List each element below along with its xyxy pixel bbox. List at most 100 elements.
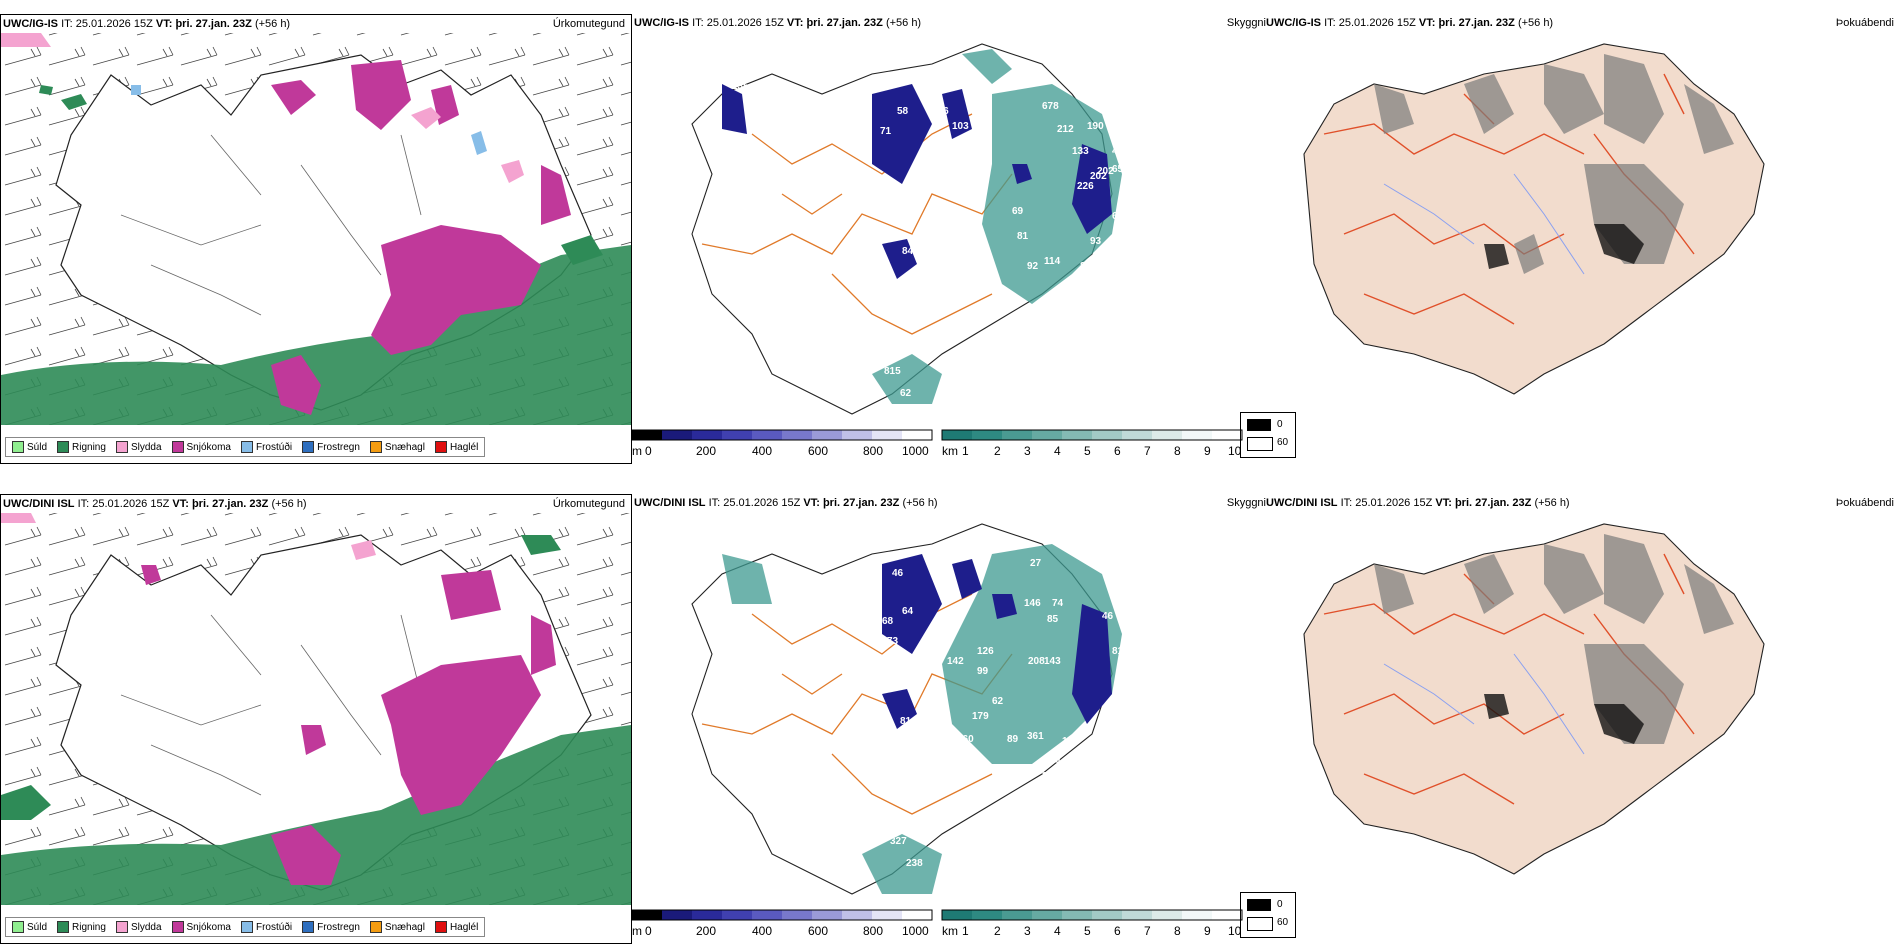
tick-label: 1: [962, 444, 969, 458]
svg-text:202: 202: [1097, 166, 1114, 177]
precip-legend: Súld Rigning Slydda Snjókoma Frostúði Fr…: [5, 917, 486, 937]
colorbars: m 0 200 400 600 800 1000 km 1 2 3 4 5 6 …: [631, 908, 1252, 942]
legend-item: Slydda: [115, 441, 162, 453]
tick-label: 800: [863, 444, 884, 458]
panel-title: Úrkomutegund: [552, 498, 625, 510]
legend-item: Súld: [12, 921, 47, 933]
legend-item: Frostregn: [302, 921, 360, 933]
legend-item: Frostúði: [240, 921, 292, 933]
panel-title: Skyggni: [1226, 497, 1266, 509]
fog-legend-label: 60: [1277, 437, 1289, 448]
svg-text:103: 103: [952, 121, 969, 132]
legend-item: Súld: [12, 441, 47, 453]
svg-text:89: 89: [1007, 734, 1019, 745]
tick-label: 1: [962, 924, 969, 938]
tick-label: 6: [1114, 924, 1121, 938]
fog-map: [1303, 523, 1765, 875]
tick-label: 600: [808, 444, 829, 458]
tick-label: 5: [1084, 924, 1091, 938]
tick-label: 800: [863, 924, 884, 938]
svg-text:146: 146: [932, 106, 949, 117]
precip-map: [1, 33, 631, 425]
svg-text:85: 85: [932, 636, 944, 647]
svg-text:46: 46: [1112, 146, 1124, 157]
tick-label: 7: [1144, 924, 1151, 938]
precip-panel-row2: UWC/DINI ISL IT: 25.01.2026 15Z VT: þri.…: [0, 494, 632, 944]
fog-panel-row2: UWC/DINI ISL IT: 25.01.2026 15Z VT: þri.…: [1264, 494, 1900, 944]
svg-text:46: 46: [1102, 611, 1114, 622]
tick-label: 600: [808, 924, 829, 938]
fog-legend-label: 0: [1277, 419, 1283, 430]
panel-title: Úrkomutegund: [552, 18, 625, 30]
tick-label: 1000: [902, 444, 929, 458]
tick-label: 9: [1204, 444, 1211, 458]
tick-label: 2: [994, 924, 1001, 938]
panel-header: UWC/DINI ISL IT: 25.01.2026 15Z VT: þri.…: [634, 497, 938, 509]
svg-text:74: 74: [1052, 598, 1064, 609]
svg-text:71: 71: [880, 126, 892, 137]
svg-text:85: 85: [1112, 241, 1124, 252]
svg-text:62: 62: [992, 696, 1004, 707]
svg-text:238: 238: [906, 858, 923, 869]
legend-item: Slydda: [115, 921, 162, 933]
fog-map: [1303, 43, 1765, 395]
svg-text:202: 202: [1090, 171, 1107, 182]
svg-text:126: 126: [977, 646, 994, 657]
svg-text:86: 86: [1080, 261, 1092, 272]
tick-label: 9: [1204, 924, 1211, 938]
panel-title: Skyggni: [1226, 17, 1266, 29]
svg-text:114: 114: [1044, 256, 1061, 267]
legend-item: Rigning: [57, 921, 106, 933]
svg-text:815: 815: [884, 366, 901, 377]
cloud-panel-row1: UWC/IG-IS IT: 25.01.2026 15Z VT: þri. 27…: [631, 14, 1296, 464]
svg-text:67: 67: [1112, 211, 1124, 222]
panel-header: UWC/IG-IS IT: 25.01.2026 15Z VT: þri. 27…: [3, 18, 291, 30]
svg-text:46: 46: [892, 568, 904, 579]
svg-text:133: 133: [1072, 146, 1089, 157]
svg-text:226: 226: [1077, 181, 1094, 192]
precip-panel-row1: UWC/IG-IS IT: 25.01.2026 15Z VT: þri. 27…: [0, 14, 632, 464]
fog-legend: 0 60: [1240, 892, 1296, 938]
tick-label: 4: [1054, 924, 1061, 938]
panel-header: UWC/IG-IS IT: 25.01.2026 15Z VT: þri. 27…: [1266, 17, 1554, 29]
svg-text:180: 180: [1062, 736, 1079, 747]
svg-text:93: 93: [1090, 236, 1102, 247]
svg-text:208: 208: [1028, 656, 1045, 667]
svg-text:204: 204: [1044, 756, 1061, 767]
tick-label: 400: [752, 924, 773, 938]
svg-text:534: 534: [1022, 786, 1039, 797]
unit-label: km: [942, 924, 958, 938]
svg-text:69: 69: [1012, 206, 1024, 217]
unit-label: km: [942, 444, 958, 458]
tick-label: 3: [1024, 444, 1031, 458]
legend-item: Snæhagl: [369, 441, 425, 453]
tick-label: 6: [1114, 444, 1121, 458]
svg-text:81: 81: [900, 716, 912, 727]
legend-item: Frostregn: [302, 441, 360, 453]
svg-text:143: 143: [1044, 656, 1061, 667]
tick-label: 3: [1024, 924, 1031, 938]
svg-text:172: 172: [934, 156, 951, 167]
svg-text:62: 62: [900, 388, 912, 399]
svg-text:211: 211: [1042, 771, 1059, 782]
svg-text:85: 85: [1047, 614, 1059, 625]
svg-text:27: 27: [1030, 558, 1042, 569]
svg-text:12: 12: [1022, 806, 1034, 817]
panel-header: UWC/DINI ISL IT: 25.01.2026 15Z VT: þri.…: [1266, 497, 1570, 509]
svg-text:58: 58: [1044, 336, 1056, 347]
tick-label: 8: [1174, 444, 1181, 458]
svg-text:84: 84: [902, 246, 914, 257]
cloud-panel-row2: UWC/DINI ISL IT: 25.01.2026 15Z VT: þri.…: [631, 494, 1296, 944]
colorbars: m 0 200 400 600 800 1000 km 1 2 3 4 5 6 …: [631, 428, 1252, 462]
legend-item: Rigning: [57, 441, 106, 453]
svg-text:678: 678: [1042, 101, 1059, 112]
svg-text:104: 104: [922, 141, 939, 152]
svg-text:142: 142: [947, 656, 964, 667]
svg-text:81: 81: [1112, 646, 1124, 657]
svg-text:146: 146: [1024, 598, 1041, 609]
panel-header: UWC/DINI ISL IT: 25.01.2026 15Z VT: þri.…: [3, 498, 307, 510]
panel-header: UWC/IG-IS IT: 25.01.2026 15Z VT: þri. 27…: [634, 17, 922, 29]
fog-panel-row1: UWC/IG-IS IT: 25.01.2026 15Z VT: þri. 27…: [1264, 14, 1900, 464]
